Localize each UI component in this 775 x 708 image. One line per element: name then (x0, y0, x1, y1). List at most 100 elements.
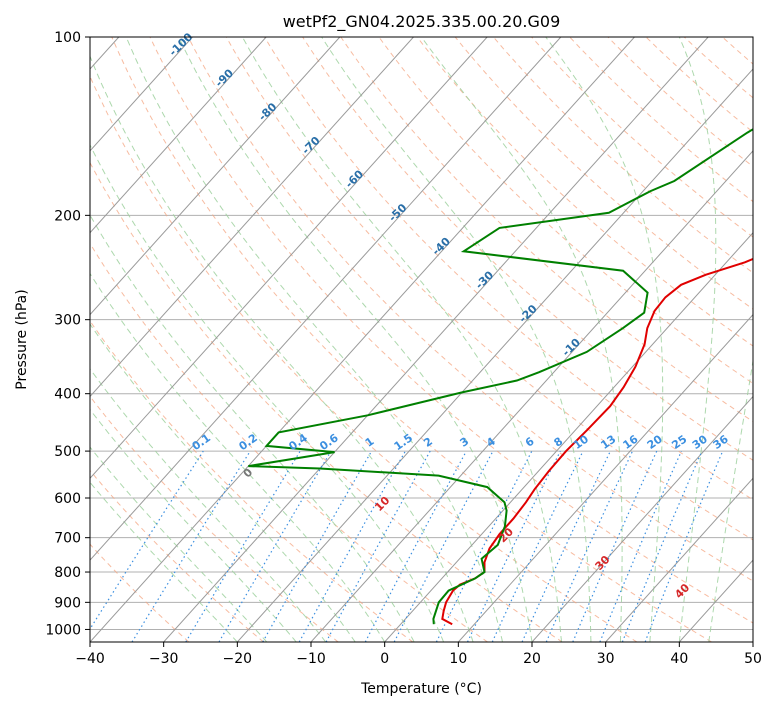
isotherm-label: -70 (299, 134, 323, 157)
isotherm-line (531, 395, 753, 642)
moist-adiabat-line (90, 272, 386, 642)
dry-adiabat-line (302, 37, 753, 461)
mixing-ratio-label: 0.2 (236, 431, 259, 453)
isotherm-line (605, 477, 753, 642)
mixing-ratio-line (466, 450, 561, 642)
dry-adiabat-line (90, 469, 264, 642)
dry-adiabat-line (493, 37, 753, 274)
mixing-ratio-label: 0.1 (190, 431, 213, 453)
mixing-ratio-line (262, 450, 373, 642)
y-tick-label: 800 (54, 565, 81, 581)
moist-adiabat-line (90, 143, 445, 642)
isotherm-label: -100 (167, 30, 196, 59)
mixing-ratio-label: 36 (711, 432, 731, 452)
background-lines (90, 37, 753, 642)
isotherm-line (163, 37, 709, 642)
mixing-ratio-line (131, 450, 251, 642)
isotherm-line (384, 231, 753, 642)
mixing-ratio-line (599, 450, 682, 642)
isotherm-line (90, 37, 341, 316)
x-tick-label: 10 (449, 651, 467, 667)
dry-adiabat-line (645, 37, 753, 133)
dry-adiabat-line (90, 395, 339, 642)
y-axis-label: Pressure (hPa) (14, 289, 30, 389)
isotherm-line (90, 37, 562, 561)
moist-adiabat-line (678, 37, 717, 642)
x-tick-label: −30 (149, 651, 179, 667)
dry-adiabat-line (90, 242, 488, 642)
dry-adiabat-line (90, 320, 414, 642)
dewpoint-line (248, 128, 753, 625)
moist-adiabat-line (321, 37, 592, 642)
moist-adiabat-line (125, 37, 503, 642)
isotherm-line (90, 37, 193, 152)
x-tick-label: 20 (523, 651, 541, 667)
isotherm-label: -20 (516, 302, 540, 325)
x-tick-label: −20 (223, 651, 253, 667)
dry-adiabat-line (454, 37, 753, 310)
isotherm-label: -40 (430, 235, 454, 258)
mixing-ratio-line (90, 450, 204, 631)
isotherm-line (678, 559, 753, 642)
moist-adiabat-label: 10 (372, 494, 392, 514)
mixing-ratio-label: 2 (421, 435, 435, 450)
mixing-ratio-line (218, 450, 332, 642)
dry-adiabat-line (187, 37, 753, 582)
moist-adiabat-line (545, 37, 664, 642)
isotherm-line (310, 150, 753, 642)
isotherm-line (752, 641, 753, 642)
moist-adiabat-line (90, 446, 268, 642)
x-tick-label: 40 (670, 651, 688, 667)
y-tick-label: 1000 (45, 622, 81, 638)
mixing-ratio-label: 1.5 (392, 431, 415, 453)
dry-adiabat-line (683, 37, 753, 99)
mixing-ratio-line (491, 450, 584, 642)
mixing-ratio-label: 30 (690, 432, 710, 452)
y-tick-label: 200 (54, 208, 81, 224)
chart-title: wetPf2_GN04.2025.335.00.20.G09 (283, 12, 561, 32)
x-tick-label: 50 (744, 651, 762, 667)
plot-frame (89, 36, 754, 643)
moist-adiabat-line (241, 37, 562, 642)
mixing-ratio-label: 6 (523, 435, 537, 450)
dry-adiabat-line (149, 37, 753, 624)
isotherm-line (236, 68, 753, 642)
isotherm-line (457, 313, 753, 642)
isotherm-label: -60 (343, 167, 367, 190)
x-tick-label: −40 (75, 651, 105, 667)
isotherm-label: -50 (386, 201, 410, 224)
y-tick-label: 500 (54, 444, 81, 460)
x-tick-label: −10 (296, 651, 326, 667)
moist-adiabat-line (90, 368, 327, 642)
y-tick-label: 400 (54, 387, 81, 403)
dry-adiabat-line (264, 37, 753, 501)
y-tick-label: 100 (54, 30, 81, 46)
moist-adiabat-line (90, 54, 474, 642)
isotherm-line (90, 37, 635, 642)
y-tick-label: 700 (54, 531, 81, 547)
mixing-ratio-label: 3 (457, 435, 471, 450)
mixing-ratio-line (185, 450, 301, 642)
mixing-ratio-label: 25 (669, 432, 689, 451)
moist-adiabat-line (90, 408, 297, 642)
moist-adiabat-line (90, 481, 238, 642)
isotherm-line (90, 37, 267, 234)
x-axis-label: Temperature (°C) (360, 681, 482, 697)
dry-adiabat-line (90, 75, 638, 642)
axis-ticks: −40 −30 −20 −10 0 10 20 30 40 5010020030040050060… (45, 30, 762, 667)
y-tick-label: 300 (54, 313, 81, 329)
mixing-ratio-label: 16 (621, 432, 641, 452)
moist-adiabat-line (90, 214, 415, 642)
mixing-ratio-label: 1 (363, 435, 377, 450)
mixing-ratio-label: 13 (598, 433, 618, 452)
moist-adiabat-line (708, 358, 753, 642)
mixing-ratio-label: 10 (571, 432, 591, 452)
mixing-ratio-line (521, 450, 611, 642)
mixing-ratio-line (621, 450, 703, 642)
dry-adiabat-line (607, 37, 753, 168)
sounding-profiles (248, 128, 753, 626)
isotherm-label: -90 (213, 66, 237, 89)
dry-adiabat-line (416, 37, 753, 347)
moist-adiabat-line (90, 323, 356, 642)
